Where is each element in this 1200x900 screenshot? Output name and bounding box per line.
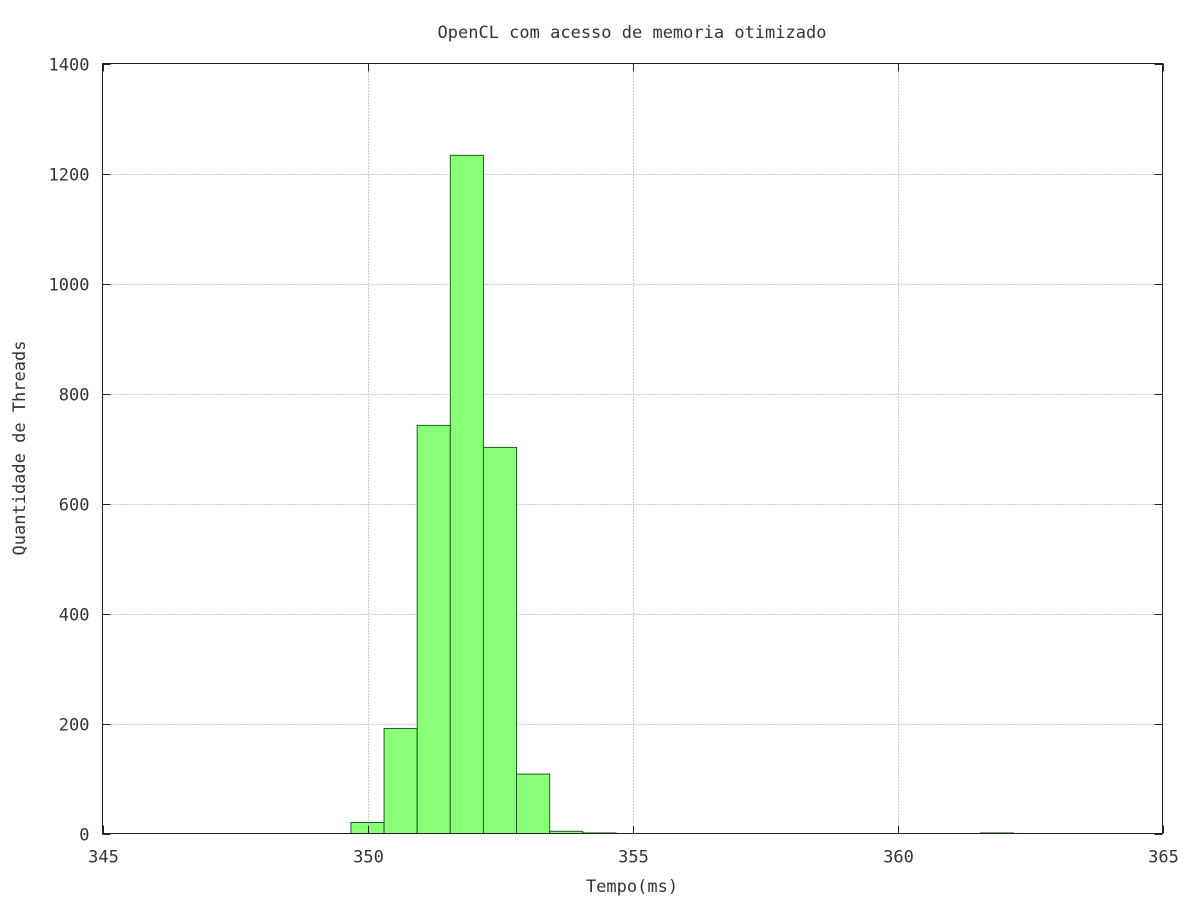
y-tick-label: 600 — [59, 496, 90, 516]
histogram-bar — [383, 727, 418, 835]
y-tick-label: 1000 — [49, 276, 90, 296]
histogram-bar — [416, 424, 451, 834]
ticks — [102, 63, 1164, 835]
grid — [102, 63, 1163, 834]
histogram-bar — [449, 154, 484, 835]
y-tick-label: 0 — [79, 826, 89, 846]
y-tick-label: 400 — [59, 606, 90, 626]
y-axis-label: Quantidade de Threads — [10, 341, 30, 556]
y-tick-label: 800 — [59, 386, 90, 406]
tick-labels: 345 350 355 360 365 0 200 400 600 800 1000 1200 1400 — [49, 56, 1179, 868]
y-tick-label: 1400 — [49, 56, 90, 76]
x-tick-label: 365 — [1148, 848, 1179, 868]
histogram-bar — [516, 773, 551, 834]
x-tick-label: 345 — [88, 848, 119, 868]
y-tick-label: 1200 — [49, 166, 90, 186]
plot-frame — [102, 63, 1163, 834]
y-tick-label: 200 — [59, 716, 90, 736]
histogram-bar — [350, 822, 385, 834]
x-tick-label: 350 — [353, 848, 384, 868]
histogram-bar — [482, 446, 518, 834]
x-tick-label: 360 — [883, 848, 914, 868]
bars — [350, 154, 1014, 835]
x-tick-label: 355 — [618, 848, 649, 868]
x-axis-label: Tempo(ms) — [586, 877, 678, 897]
chart-title: OpenCL com acesso de memoria otimizado — [438, 23, 827, 43]
